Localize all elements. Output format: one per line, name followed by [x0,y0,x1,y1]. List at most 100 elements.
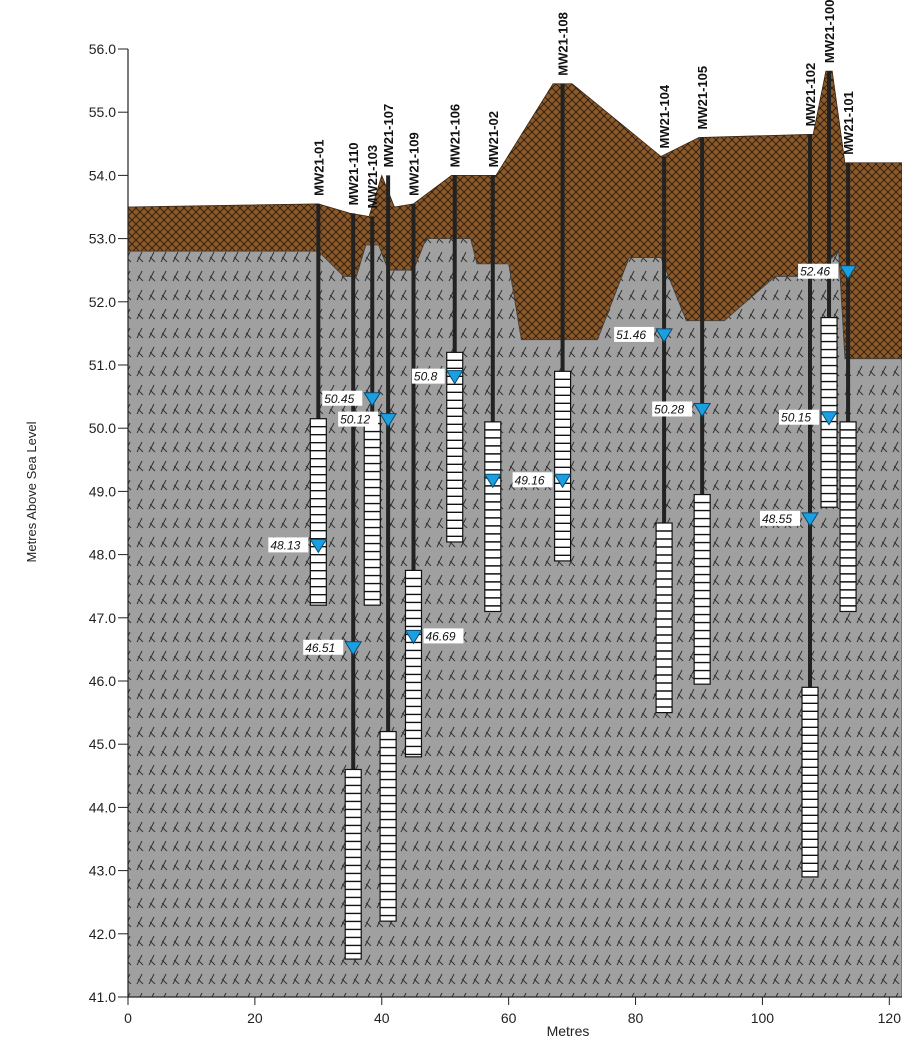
water-level-marker [553,473,572,489]
water-level-label: 50.45 [324,392,354,406]
x-tick-label: 60 [501,1010,517,1026]
well-name-label: MW21-107 [381,104,396,168]
well-screen [309,418,327,606]
water-level-label-bg [322,390,363,406]
water-level-label: 52.46 [800,265,830,279]
water-level-label-bg [798,263,839,279]
water-level-marker [655,328,673,343]
well-screen [839,421,857,613]
axes: 41.0 42.0 43.0 44.0 45.0 46.0 47.0 48.0 49.0 50.0… [89,41,902,1026]
well-mw21-02: MW21-02 [483,111,502,613]
well-name-label: MW21-109 [406,132,421,196]
monitoring-wells: MW21-0148.13MW21-11046.51MW21-10350.45MW… [268,0,857,960]
y-tick-label: 42.0 [89,926,116,942]
water-level-label: 48.55 [762,512,792,526]
x-tick-label: 40 [374,1010,390,1026]
water-level-label-bg [652,401,693,417]
x-axis-label: Metres [547,1023,590,1039]
water-level-marker [820,411,838,426]
water-level-label-bg [779,409,820,425]
well-name-label: MW21-02 [486,111,501,167]
water-level-marker [801,512,819,527]
x-tick-label: 100 [751,1010,775,1026]
x-tick-label: 120 [878,1010,902,1026]
water-level-marker [693,403,712,418]
water-level-marker [379,413,398,428]
water-level-label-bg [512,472,553,488]
water-level-label: 50.12 [340,413,370,427]
y-tick-label: 47.0 [89,610,116,626]
y-tick-label: 51.0 [89,357,116,373]
well-name-label: MW21-104 [657,84,672,148]
water-level-label: 51.46 [616,328,646,342]
water-level-marker [344,641,363,656]
well-mw21-105: MW21-105 50.28 [652,66,712,685]
well-mw21-107: MW21-107 50.12 [338,104,398,922]
well-screen [655,522,673,714]
x-tick-label: 20 [247,1010,263,1026]
water-level-marker [445,370,464,385]
water-level-label-bg [268,537,309,553]
water-level-label-bg [338,411,379,427]
well-screen [379,730,397,922]
water-level-marker [309,538,328,554]
water-level-label: 46.51 [305,641,335,655]
y-tick-label: 45.0 [89,736,116,752]
y-tick-label: 41.0 [89,989,116,1005]
well-screen [363,414,381,606]
water-level-marker [839,265,857,280]
y-tick-label: 43.0 [89,863,116,879]
well-mw21-108: MW21-108 49.16 [512,12,572,562]
well-name-label: MW21-105 [695,66,710,130]
water-level-label-bg [411,368,445,384]
water-level-label: 49.16 [515,473,545,487]
well-screen [693,493,711,685]
well-name-label: MW21-100 [822,0,837,63]
well-name-label: MW21-110 [346,142,361,205]
x-tick-label: 0 [124,1010,132,1026]
well-screen [404,569,423,758]
well-mw21-109: MW21-109 46.69 [404,132,464,758]
well-mw21-101: MW21-101 52.46 [798,91,857,613]
y-tick-label: 48.0 [89,547,116,563]
well-screen [553,370,572,562]
well-name-label: MW21-103 [365,145,380,209]
water-level-label-bg [303,639,344,655]
water-level-label: 50.28 [654,403,684,417]
water-level-label: 46.69 [425,629,455,643]
water-level-marker [483,473,502,489]
well-mw21-110: MW21-110 46.51 [303,142,363,960]
well-name-label: MW21-01 [311,139,326,195]
well-name-label: MW21-108 [556,12,571,76]
well-screen [484,421,502,613]
water-level-label: 50.8 [414,370,438,384]
water-level-marker [404,629,423,645]
water-level-label: 48.13 [270,538,300,552]
y-tick-label: 52.0 [89,294,116,310]
y-tick-label: 53.0 [89,231,116,247]
y-tick-label: 56.0 [89,41,116,57]
y-tick-label: 54.0 [89,167,116,183]
water-level-label: 50.15 [781,411,811,425]
well-name-label: MW21-106 [448,104,463,168]
well-name-label: MW21-101 [841,91,856,155]
well-mw21-104: MW21-104 51.46 [614,84,673,714]
water-level-marker [363,392,382,407]
y-tick-label: 55.0 [89,104,116,120]
water-level-label-bg [760,510,801,526]
y-tick-label: 49.0 [89,483,116,499]
y-axis-label: Metres Above Sea Level [24,421,39,562]
well-screen [801,686,819,878]
water-level-label-bg [614,326,655,342]
bedrock-layer [128,238,902,997]
y-tick-label: 46.0 [89,673,116,689]
well-mw21-106: MW21-106 50.8 [411,104,464,543]
y-tick-label: 50.0 [89,420,116,436]
y-tick-label: 44.0 [89,799,116,815]
x-tick-label: 80 [628,1010,644,1026]
well-screen [344,768,362,960]
well-name-label: MW21-102 [803,63,818,127]
water-level-label-bg [423,628,464,644]
